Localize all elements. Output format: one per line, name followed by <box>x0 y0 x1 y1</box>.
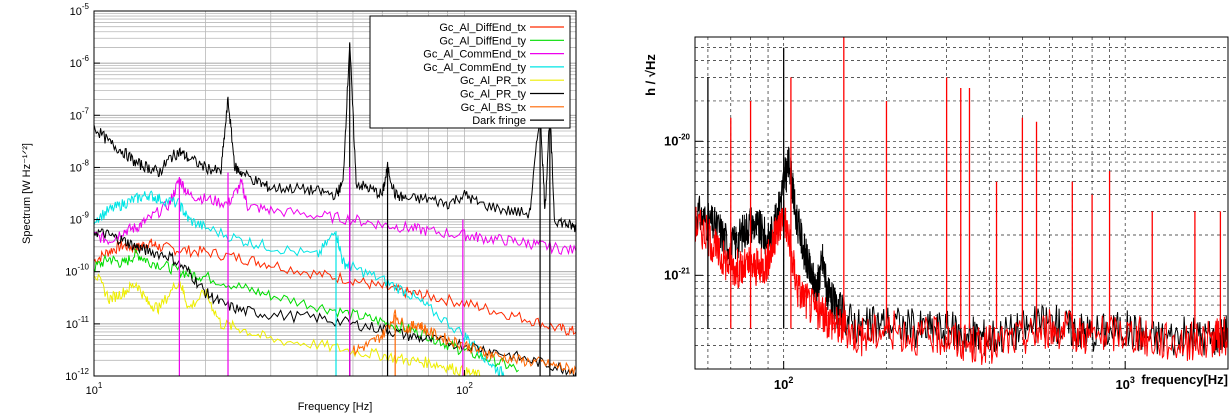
y-tick-label: 10-12 <box>65 367 89 383</box>
series-line-0 <box>694 146 1228 357</box>
series-line-5 <box>93 228 577 377</box>
legend-label: Gc_Al_DiffEnd_ty <box>439 35 526 47</box>
x-axis-title: Frequency [Hz] <box>298 401 373 413</box>
legend-label: Gc_Al_DiffEnd_tx <box>439 22 526 34</box>
series-line-3 <box>93 190 507 377</box>
y-tick-label: 10-10 <box>65 263 89 279</box>
series-line-6 <box>352 309 577 376</box>
y-tick-label: 10-7 <box>70 106 90 122</box>
legend-label: Gc_Al_PR_tx <box>460 75 527 87</box>
plot-frame <box>694 36 1229 370</box>
y-axis-title: h / √Hz <box>643 54 658 96</box>
plot-frame <box>93 10 577 377</box>
y-tick-label: 10-8 <box>70 158 90 174</box>
x-tick-label: 102 <box>774 375 793 392</box>
legend-label: Gc_Al_CommEnd_tx <box>423 49 526 61</box>
y-tick-label: 10-21 <box>664 266 691 282</box>
x-tick-label: 103 <box>1115 375 1134 392</box>
y-tick-label: 10-9 <box>70 211 90 227</box>
legend-label: Gc_Al_CommEnd_ty <box>423 62 526 74</box>
series-line-7 <box>93 43 577 233</box>
legend-label: Gc_Al_PR_ty <box>460 89 527 101</box>
y-tick-label: 10-11 <box>66 315 90 331</box>
series-line-2 <box>93 176 577 256</box>
x-tick-label: 102 <box>456 381 473 397</box>
left-plot: 101 102 10-12 10-11 10-10 10-9 10-8 10-7 10-6 10-… <box>21 2 577 413</box>
y-axis-title: Spectrum [W Hz⁻¹ᐟ²] <box>21 143 33 244</box>
legend-label: Dark fringe <box>472 115 526 127</box>
series-line-1 <box>93 247 519 373</box>
right-plot: 102 103 10-21 10-20 frequency[Hz] h / √Hz <box>643 36 1229 392</box>
legend-box <box>369 15 571 129</box>
y-tick-label: 10-6 <box>70 54 90 70</box>
legend-label: Gc_Al_BS_tx <box>461 102 527 114</box>
y-tick-label: 10-20 <box>664 132 691 148</box>
plot-area <box>695 37 1228 369</box>
series-line-4 <box>93 273 481 377</box>
y-tick-label: 10-5 <box>70 2 90 18</box>
x-axis-title: frequency[Hz] <box>1141 372 1228 387</box>
x-tick-label: 101 <box>86 381 103 397</box>
